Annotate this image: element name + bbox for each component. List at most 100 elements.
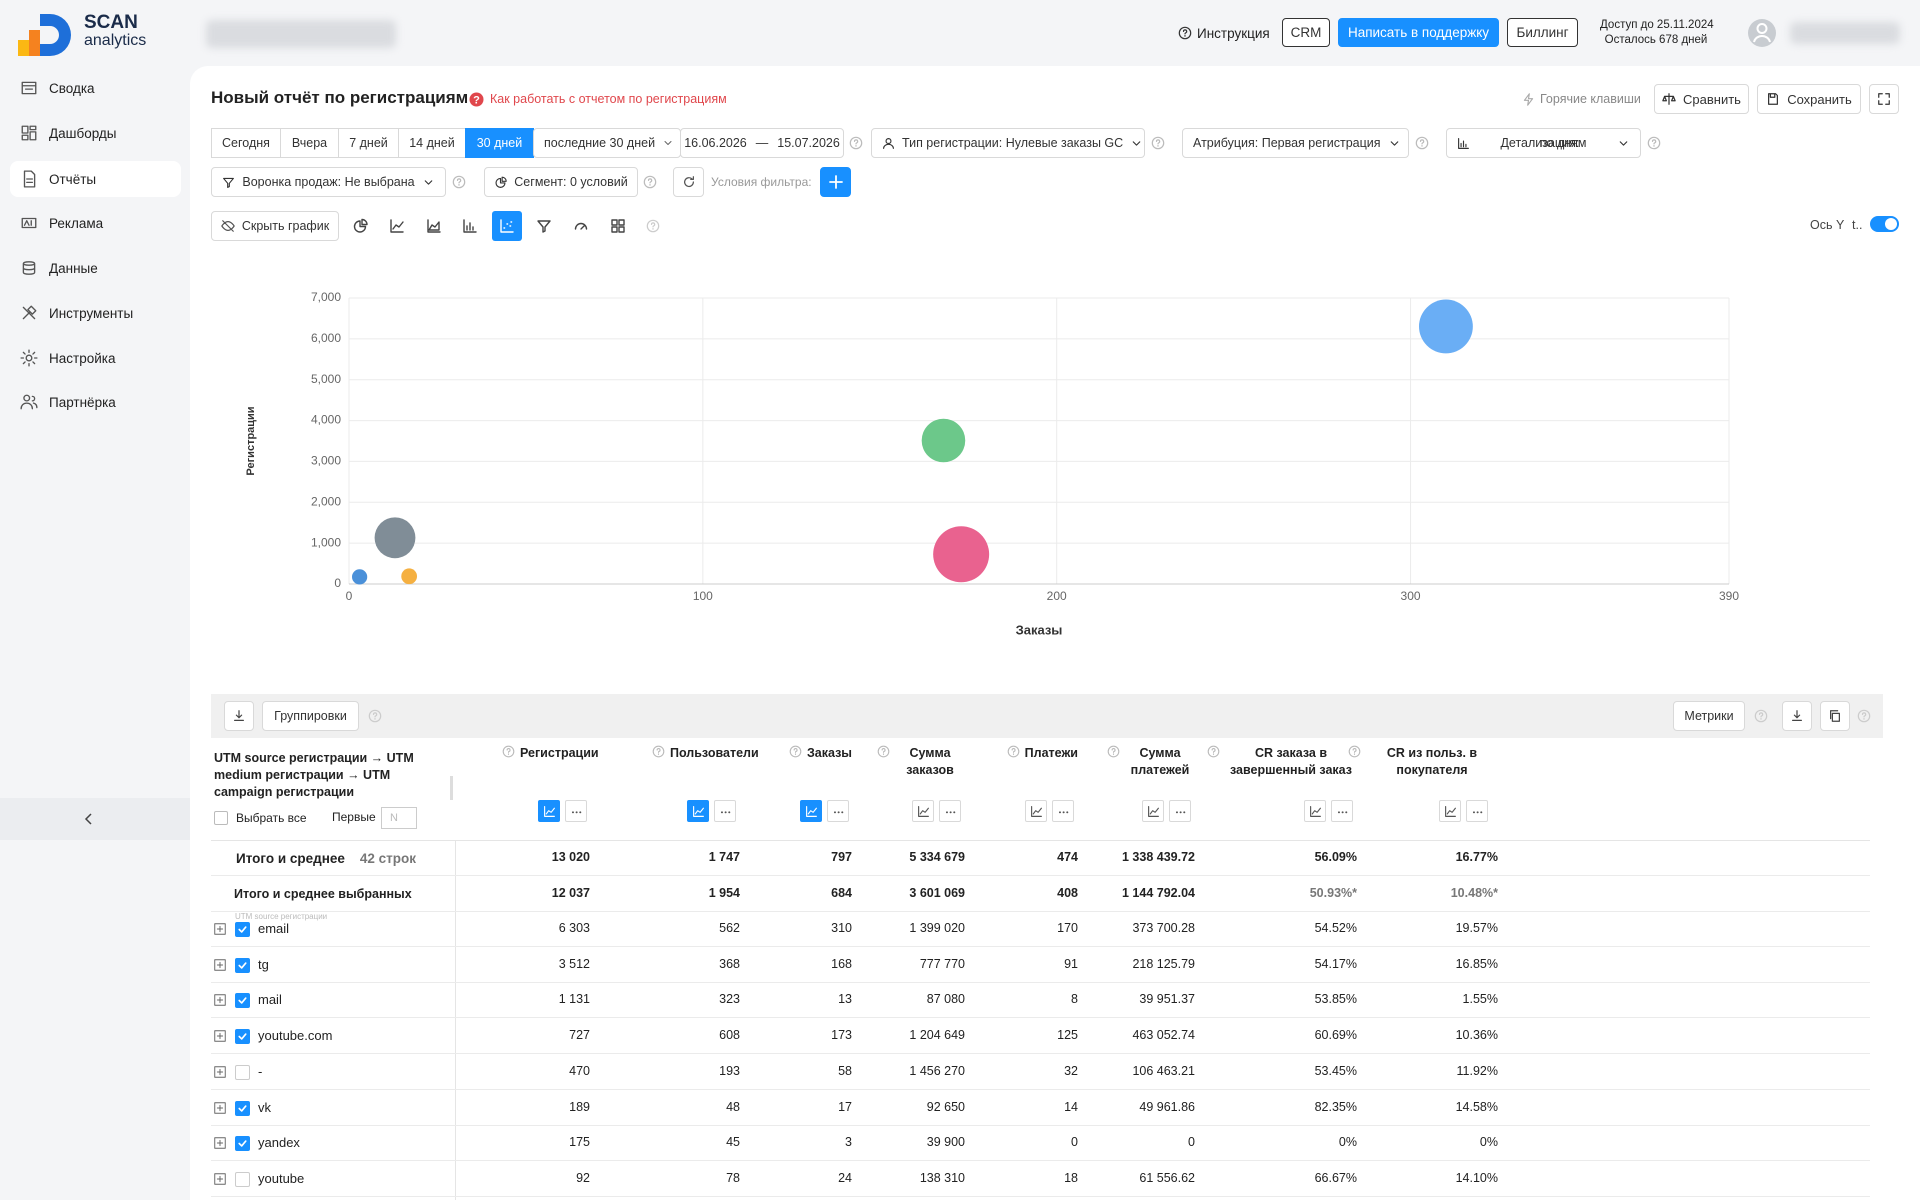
first-input[interactable]: N <box>381 807 417 829</box>
chart-type-button[interactable] <box>603 211 633 241</box>
sidebar-item[interactable]: Данные <box>20 258 180 278</box>
row-checkbox[interactable] <box>235 993 250 1009</box>
cell: 1 399 020 <box>825 921 965 937</box>
export-excel-button[interactable] <box>1782 701 1812 731</box>
sidebar-item[interactable]: Реклама <box>20 213 180 233</box>
expand-row[interactable] <box>213 1029 227 1043</box>
row-checkbox[interactable] <box>235 957 250 973</box>
hotkeys[interactable]: Горячие клавиши <box>1522 90 1641 108</box>
column-menu-button[interactable] <box>1052 800 1074 822</box>
report-help-link[interactable]: ? Как работать с отчетом по регистрациям <box>469 91 727 107</box>
fullscreen-button[interactable] <box>1869 84 1899 114</box>
row-checkbox[interactable] <box>235 1029 250 1045</box>
expand-row[interactable] <box>213 1065 227 1079</box>
column-menu-button[interactable] <box>939 800 961 822</box>
column-menu-button[interactable] <box>714 800 736 822</box>
column-chart-button[interactable] <box>1439 800 1461 822</box>
chart-type-button[interactable] <box>455 211 485 241</box>
select-all[interactable]: Выбрать все <box>214 810 307 826</box>
checkbox[interactable] <box>214 811 228 825</box>
detail-dropdown-text: по дням <box>1539 136 1587 150</box>
column-menu-button[interactable] <box>827 800 849 822</box>
row-checkbox[interactable] <box>235 1171 250 1187</box>
billing-button[interactable]: Биллинг <box>1507 18 1578 47</box>
refresh-button[interactable] <box>673 167 704 197</box>
detail-dropdown[interactable]: Детализация: по дням <box>1446 128 1641 158</box>
row-checkbox[interactable] <box>235 1136 250 1152</box>
copy-button[interactable] <box>1820 701 1850 731</box>
groupings-button[interactable]: Группировки <box>262 701 359 731</box>
cell-text: 66.67% <box>1314 1170 1357 1185</box>
expand-row[interactable] <box>213 1172 227 1186</box>
filter-input[interactable]: Условия фильтра: <box>711 167 812 197</box>
collapse-sidebar[interactable] <box>0 798 190 840</box>
column-chart-button[interactable] <box>912 800 934 822</box>
column-header-text: Платежи <box>1024 746 1078 760</box>
column-chart-button[interactable] <box>800 800 822 822</box>
expand-row[interactable] <box>213 993 227 1007</box>
sidebar-item[interactable]: Дашборды <box>20 123 180 143</box>
period-button[interactable]: Вчера <box>280 128 339 158</box>
compare-button[interactable]: Сравнить <box>1654 84 1749 114</box>
chart-type-button[interactable] <box>566 211 596 241</box>
attribution-dropdown[interactable]: Атрибуция: Первая регистрация <box>1182 128 1409 158</box>
icon <box>1058 810 1068 813</box>
row-checkbox[interactable] <box>235 1064 250 1080</box>
chart-type-button[interactable] <box>419 211 449 241</box>
period-button[interactable]: 30 дней <box>465 128 534 158</box>
sidebar-item[interactable]: Отчёты <box>20 169 180 189</box>
range-dropdown[interactable]: последние 30 дней <box>533 128 681 158</box>
funnel-dropdown[interactable]: Воронка продаж: Не выбрана <box>211 167 446 197</box>
axis-toggle[interactable] <box>1870 216 1899 232</box>
expand-row[interactable] <box>213 1136 227 1150</box>
date-range[interactable]: 16.06.2026 — 15.07.2026 <box>680 128 844 158</box>
x-tick-label: 390 <box>1719 589 1739 603</box>
sidebar-item[interactable]: Партнёрка <box>20 392 180 412</box>
chart-type-button[interactable] <box>492 211 523 241</box>
sidebar-item[interactable]: Инструменты <box>20 303 180 323</box>
cell: 60.69% <box>1217 1028 1357 1044</box>
add-filter-button[interactable] <box>820 167 851 197</box>
support-button[interactable]: Написать в поддержку <box>1338 18 1499 47</box>
column-chart-button[interactable] <box>687 800 709 822</box>
column-menu-button[interactable] <box>565 800 587 822</box>
cell: 138 310 <box>825 1171 965 1187</box>
metrics-button[interactable]: Метрики <box>1673 701 1745 731</box>
column-chart-button[interactable] <box>1025 800 1047 822</box>
export-button[interactable] <box>224 701 254 731</box>
crm-button[interactable]: CRM <box>1282 18 1330 47</box>
icon <box>1151 136 1165 150</box>
cell: 14.58% <box>1358 1100 1498 1116</box>
column-menu-button[interactable] <box>1466 800 1488 822</box>
expand-row[interactable] <box>213 958 227 972</box>
y-tick-label: 5,000 <box>311 372 341 386</box>
period-button[interactable]: 14 дней <box>398 128 466 158</box>
column-menu-button[interactable] <box>1331 800 1353 822</box>
segment-button[interactable]: Сегмент: 0 условий <box>484 167 638 197</box>
save-button[interactable]: Сохранить <box>1757 84 1861 114</box>
sidebar-item[interactable]: Сводка <box>20 78 180 98</box>
sidebar-item[interactable]: Настройка <box>20 348 180 368</box>
icon-shape <box>610 219 625 233</box>
cell: 6 303 <box>450 921 590 937</box>
avatar[interactable] <box>1748 19 1776 47</box>
expand-row[interactable] <box>213 1101 227 1115</box>
period-button[interactable]: 7 дней <box>338 128 399 158</box>
expand-row[interactable] <box>213 922 227 936</box>
reg-type-dropdown[interactable]: Тип регистрации: Нулевые заказы GC <box>871 128 1145 158</box>
chart-type-button[interactable] <box>529 211 559 241</box>
chart-type-button[interactable] <box>382 211 412 241</box>
column-chart-button[interactable] <box>538 800 560 822</box>
chart-type-button[interactable] <box>345 211 375 241</box>
hide-chart-button[interactable]: Скрыть график <box>211 211 339 241</box>
column-chart-button[interactable] <box>1142 800 1164 822</box>
icon <box>214 923 226 935</box>
row-checkbox[interactable] <box>235 922 250 937</box>
help-link[interactable]: Инструкция <box>1178 23 1270 43</box>
column-chart-button[interactable] <box>1304 800 1326 822</box>
groupings-button-text: Группировки <box>274 709 347 723</box>
column-menu-button[interactable] <box>1169 800 1191 822</box>
period-button[interactable]: Сегодня <box>211 128 281 158</box>
icon-shape <box>1754 709 1768 723</box>
row-checkbox[interactable] <box>235 1100 250 1116</box>
